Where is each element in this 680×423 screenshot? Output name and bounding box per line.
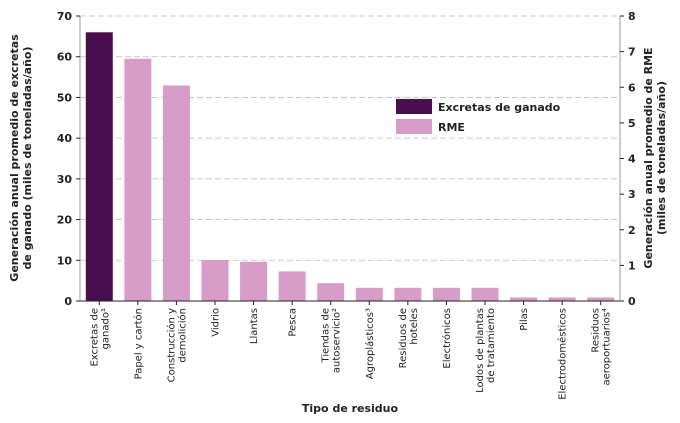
x-category-label: Excretas de	[89, 308, 100, 367]
bar-rme	[548, 297, 576, 301]
x-category-label: Tiendas de	[321, 308, 332, 363]
x-category-label: Papel y cartón	[132, 308, 144, 379]
legend-label-livestock: Excretas de ganado	[438, 101, 561, 114]
right-tick-label: 8	[628, 10, 636, 23]
x-category-label: Residuos de	[398, 308, 409, 368]
x-category-label: Agroplásticos³	[364, 308, 376, 379]
right-tick-label: 3	[628, 188, 636, 201]
bar-rme	[432, 287, 460, 301]
x-category-label: Electrónicos	[441, 308, 453, 369]
bar-rme	[587, 297, 615, 301]
x-category-label: de tratamiento	[486, 308, 497, 383]
right-tick-label: 1	[628, 259, 636, 272]
bar-rme	[278, 271, 306, 301]
left-tick-label: 0	[64, 295, 72, 308]
bar-rme	[162, 85, 190, 301]
bar-rme	[201, 260, 229, 301]
left-y-axis-title: Generación anual promedio de excretasde …	[8, 34, 34, 282]
bar-rme	[240, 261, 268, 301]
right-tick-label: 6	[628, 81, 636, 94]
x-category-label: hoteles	[409, 308, 420, 345]
x-axis-title: Tipo de residuo	[302, 402, 399, 415]
left-tick-label: 50	[57, 91, 73, 104]
bar-rme	[355, 287, 383, 301]
legend: Excretas de ganado RME	[396, 99, 561, 134]
x-category-label: Construcción y	[165, 308, 177, 382]
x-category-label: Electrodomésticos	[557, 308, 569, 400]
left-y-tick-labels: 0 10 20 30 40 50 60 70	[57, 10, 80, 308]
left-tick-label: 40	[57, 132, 73, 145]
left-tick-label: 60	[57, 51, 73, 64]
right-tick-label: 4	[628, 153, 636, 166]
x-category-label: Pilas	[519, 308, 530, 331]
x-category-label: Residuos	[591, 308, 602, 353]
x-category-label: Pesca	[288, 308, 299, 337]
legend-label-rme: RME	[438, 121, 465, 134]
bar-rme	[510, 297, 538, 301]
right-y-axis-title: Generación anual promedio de RME(miles d…	[642, 47, 668, 268]
x-category-label: demolición	[176, 308, 188, 363]
left-tick-label: 10	[57, 254, 73, 267]
x-category-label: aeroportuarios⁴	[602, 308, 613, 385]
bar-rme	[471, 287, 499, 301]
bar-livestock	[85, 32, 113, 302]
bar-rme	[394, 287, 422, 301]
legend-swatch-rme	[396, 119, 432, 134]
right-tick-label: 5	[628, 117, 636, 130]
left-tick-label: 70	[57, 10, 73, 23]
legend-swatch-livestock	[396, 99, 432, 114]
x-category-label: Vidrio	[211, 308, 222, 337]
left-tick-label: 30	[57, 173, 73, 186]
right-tick-label: 2	[628, 224, 636, 237]
x-category-label: Llantas	[249, 308, 260, 344]
right-tick-label: 7	[628, 46, 636, 59]
right-y-tick-labels: 0 1 2 3 4 5 6 7 8	[620, 10, 636, 308]
bars	[85, 32, 615, 302]
x-category-label: Lodos de plantas	[475, 308, 486, 393]
x-category-labels: Excretas de ganado¹ Papel y cartón Construc…	[89, 301, 613, 400]
gridlines	[80, 15, 620, 261]
right-tick-label: 0	[628, 295, 636, 308]
x-category-label: autoservicio²	[332, 308, 343, 373]
x-category-label: ganado¹	[100, 308, 111, 349]
bar-rme	[317, 283, 345, 301]
left-tick-label: 20	[57, 214, 73, 227]
bar-rme	[124, 58, 152, 301]
